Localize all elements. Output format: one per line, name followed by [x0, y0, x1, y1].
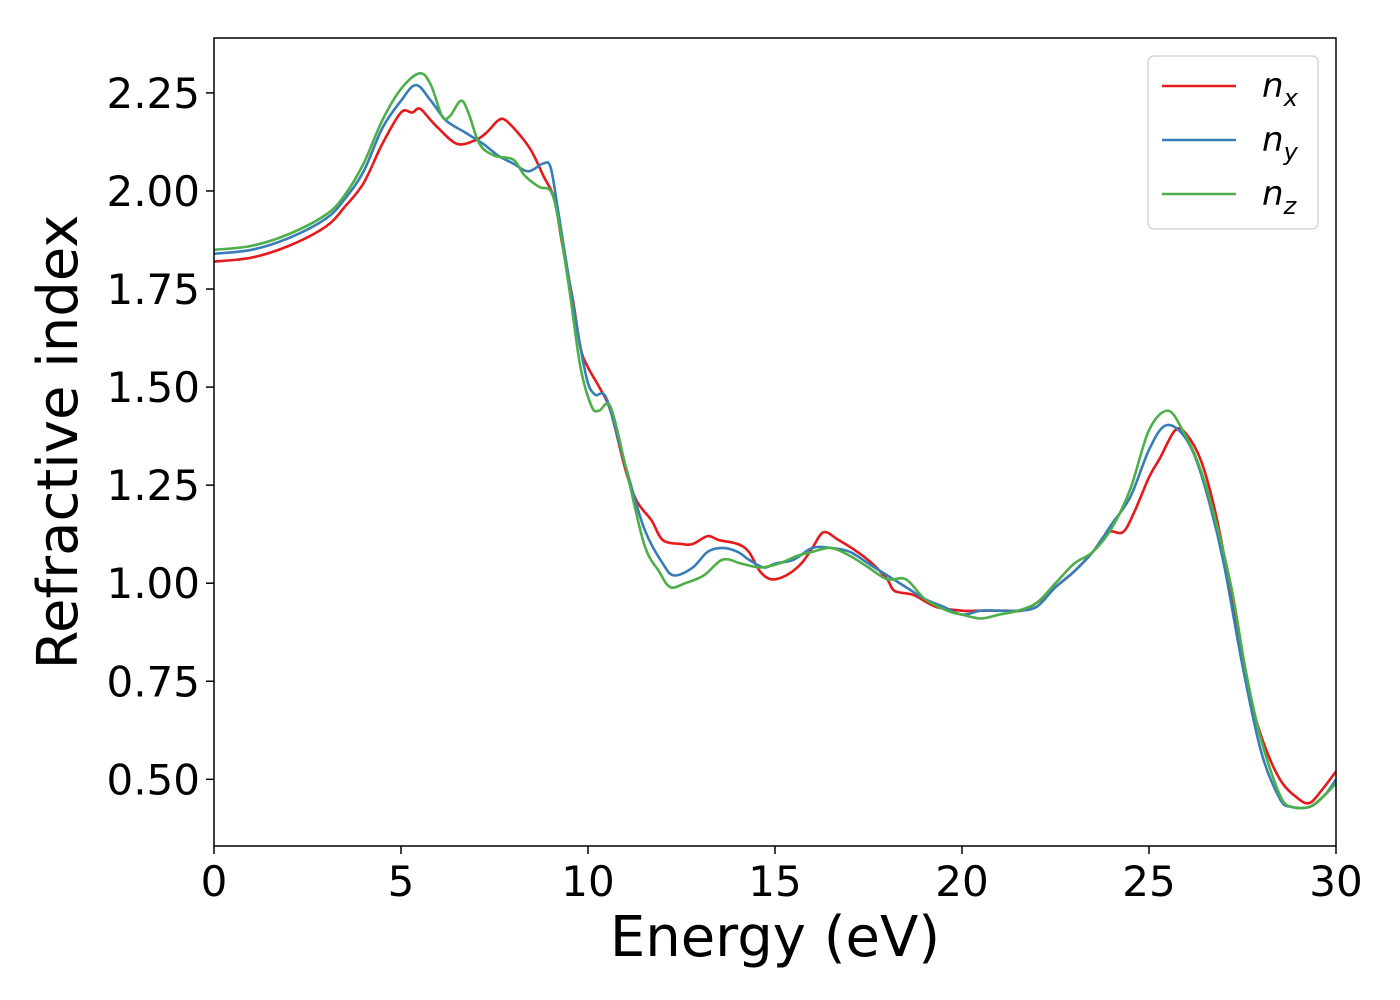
x-axis-ticks: 0 5 10 15 20 25 30: [201, 846, 1363, 906]
y-tick-label: 2.00: [106, 167, 200, 216]
series-layer: [213, 71, 1338, 810]
legend-subscript-z: z: [1283, 192, 1298, 220]
legend-box: [1147, 55, 1319, 230]
x-axis-label: Energy (eV): [610, 905, 940, 970]
legend-subscript-x: x: [1283, 84, 1299, 112]
y-tick-label: 0.50: [106, 755, 200, 804]
series-line-x: [213, 107, 1338, 805]
y-tick-label: 2.25: [106, 69, 200, 118]
x-tick-label: 30: [1309, 857, 1362, 906]
x-tick-label: 15: [748, 857, 801, 906]
x-tick-label: 5: [388, 857, 415, 906]
x-tick-label: 0: [201, 857, 228, 906]
x-tick-label: 10: [561, 857, 614, 906]
legend-subscript-y: y: [1283, 138, 1299, 166]
y-axis-ticks: 0.50 0.75 1.00 1.25 1.50 1.75 2.00 2.25: [106, 69, 214, 804]
x-tick-label: 25: [1122, 857, 1175, 906]
y-tick-label: 1.00: [106, 559, 200, 608]
y-tick-label: 0.75: [106, 657, 200, 706]
y-tick-label: 1.50: [106, 363, 200, 412]
y-tick-label: 1.75: [106, 265, 200, 314]
y-tick-label: 1.25: [106, 461, 200, 510]
y-axis-label: Refractive index: [26, 215, 91, 670]
x-tick-label: 20: [935, 857, 988, 906]
series-line-z: [213, 71, 1337, 810]
